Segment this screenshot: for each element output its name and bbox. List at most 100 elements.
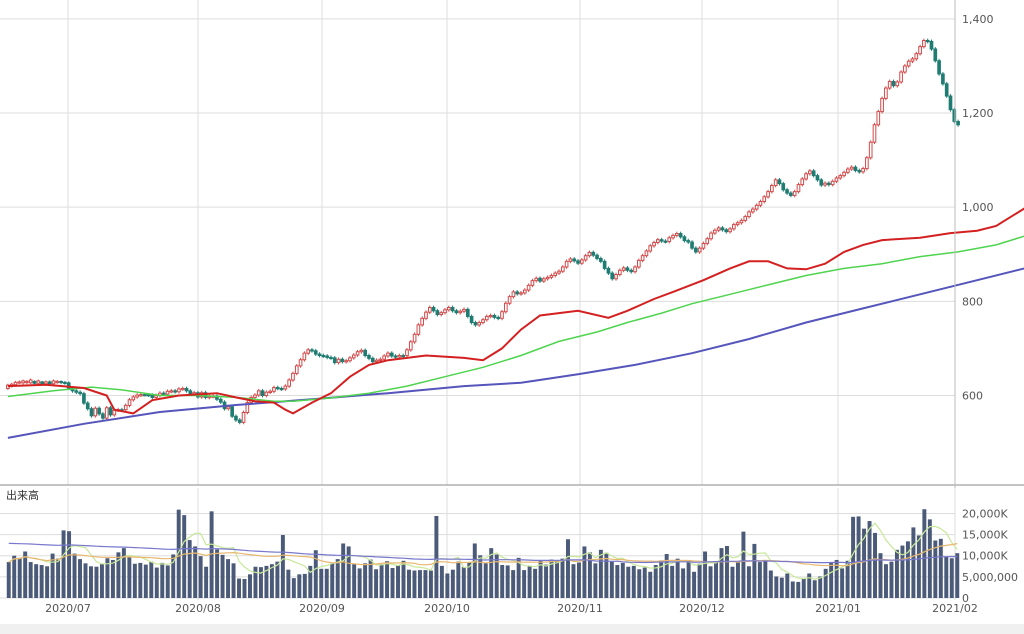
- volume-bar: [692, 571, 697, 598]
- candle-body-down: [317, 353, 322, 357]
- candle-body-up: [446, 306, 451, 311]
- candle-body-up: [36, 380, 41, 384]
- volume-bar: [248, 574, 252, 598]
- candle-body-down: [576, 260, 580, 264]
- candle-body-up: [21, 380, 25, 384]
- candle-body-up: [256, 390, 261, 396]
- candle-body-down: [363, 349, 368, 357]
- candle-body-up: [241, 411, 246, 423]
- candle-body-up: [716, 227, 721, 231]
- candle-body-down: [682, 236, 687, 242]
- volume-bar: [604, 552, 609, 598]
- candle-body-up: [541, 278, 546, 282]
- candle-body-up: [378, 358, 383, 361]
- candle-body-down: [925, 39, 930, 43]
- candle-body-up: [526, 284, 531, 291]
- candle-body-up: [420, 317, 425, 326]
- candle-body-down: [340, 358, 345, 363]
- volume-bar: [938, 538, 943, 598]
- price-candles: [6, 38, 960, 425]
- candle-body-down: [602, 260, 607, 269]
- candle-body-up: [344, 360, 349, 363]
- candle-body-down: [161, 392, 166, 395]
- volume-bar: [533, 568, 538, 598]
- volume-bar: [516, 557, 521, 598]
- candle-body-up: [135, 394, 139, 398]
- candle-body-up: [294, 365, 299, 374]
- candle-body-down: [431, 306, 436, 312]
- candle-body-up: [906, 60, 911, 67]
- candle-body-up: [903, 65, 907, 73]
- volume-bar: [900, 545, 905, 598]
- candle-body-up: [713, 229, 717, 234]
- candle-body-up: [838, 175, 843, 179]
- candle-body-down: [933, 48, 938, 62]
- candle-body-up: [918, 46, 922, 55]
- volume-bar: [220, 554, 225, 598]
- candle-body-up: [462, 308, 466, 312]
- x-tick-label: 2020/12: [679, 602, 725, 615]
- candle-body-down: [184, 387, 189, 392]
- candle-body-down: [777, 179, 782, 185]
- candle-body-up: [830, 180, 835, 186]
- candle-body-up: [872, 124, 877, 143]
- volume-bar: [467, 562, 472, 598]
- volume-bar: [922, 509, 927, 598]
- candle-body-down: [659, 239, 664, 242]
- candle-body-up: [123, 404, 128, 411]
- candle-body-up: [13, 381, 18, 386]
- candle-body-up: [386, 352, 390, 357]
- volume-bar: [807, 573, 812, 598]
- volume-bar: [324, 568, 329, 598]
- volume-bar: [127, 557, 132, 598]
- candle-body-down: [32, 380, 37, 384]
- candle-body-up: [587, 251, 592, 257]
- candle-body-down: [393, 355, 398, 358]
- volume-bar: [396, 565, 400, 598]
- candle-body-down: [454, 310, 459, 314]
- candle-body-down: [435, 310, 440, 316]
- candle-body-up: [245, 402, 250, 413]
- volume-bar: [50, 553, 55, 598]
- candle-body-up: [397, 355, 402, 358]
- candle-body-down: [389, 352, 394, 357]
- candle-body-up: [336, 358, 341, 364]
- volume-bar: [138, 562, 143, 598]
- volume-bar: [763, 561, 768, 598]
- candle-body-up: [640, 255, 645, 261]
- candle-body-down: [473, 322, 478, 326]
- volume-bar: [593, 563, 598, 598]
- volume-bar: [89, 566, 93, 598]
- volume-bar: [423, 570, 428, 598]
- candle-body-down: [66, 382, 71, 389]
- volume-panel-label: 出来高: [6, 488, 39, 502]
- volume-bar: [341, 543, 346, 598]
- volume-bar: [143, 564, 148, 598]
- volume-bar: [61, 530, 66, 598]
- volume-bar: [209, 511, 214, 598]
- volume-bar: [796, 581, 801, 598]
- volume-bar: [264, 565, 269, 598]
- volume-bar: [193, 546, 198, 598]
- candle-body-up: [534, 277, 539, 282]
- candle-body-up: [804, 173, 808, 180]
- volume-bar: [78, 559, 82, 598]
- candle-body-down: [815, 175, 820, 181]
- candle-body-down: [401, 355, 406, 358]
- candle-body-up: [298, 359, 303, 367]
- candle-body-up: [488, 314, 493, 318]
- candle-body-down: [173, 390, 177, 393]
- volume-tick-label: 5,000,000: [962, 571, 1018, 584]
- candle-body-up: [583, 255, 588, 261]
- candle-body-down: [146, 394, 151, 397]
- candle-body-down: [694, 247, 698, 253]
- candle-body-down: [325, 355, 329, 358]
- candle-body-up: [796, 184, 801, 193]
- candle-body-down: [956, 120, 960, 126]
- candle-body-down: [785, 189, 789, 194]
- candle-body-down: [591, 251, 596, 256]
- candle-body-down: [82, 393, 86, 404]
- price-tick-label: 1,000: [962, 201, 994, 214]
- volume-bar: [862, 528, 867, 598]
- candle-body-up: [751, 208, 755, 213]
